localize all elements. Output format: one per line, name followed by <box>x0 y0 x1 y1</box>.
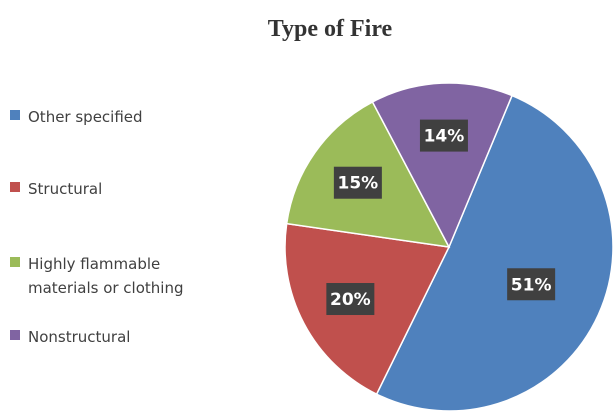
data-label-box <box>507 268 556 301</box>
legend-item: Structural <box>10 177 198 201</box>
pie-slice <box>375 94 613 412</box>
legend-swatch <box>10 257 20 267</box>
legend-label: Highly flammable materials or clothing <box>28 255 184 297</box>
legend-swatch <box>10 110 20 120</box>
legend-item: Highly flammable materials or clothing <box>10 252 198 300</box>
legend-label: Structural <box>28 180 103 198</box>
data-label: 14% <box>419 119 468 152</box>
legend-label: Other specified <box>28 108 143 126</box>
data-label-text: 51% <box>511 275 552 295</box>
data-label-box <box>326 283 375 316</box>
data-label: 15% <box>333 166 382 199</box>
data-label-box <box>419 119 468 152</box>
chart-title: Type of Fire <box>268 16 393 42</box>
data-label-text: 14% <box>424 127 465 147</box>
legend-label: Nonstructural <box>28 328 131 346</box>
data-label: 20% <box>326 283 375 316</box>
legend-swatch <box>10 182 20 192</box>
data-label-box <box>333 166 382 199</box>
data-label: 51% <box>507 268 556 301</box>
legend-swatch <box>10 330 20 340</box>
data-label-text: 20% <box>330 290 371 310</box>
pie-slice <box>371 82 514 249</box>
legend-item: Other specified <box>10 105 198 129</box>
legend-item: Nonstructural <box>10 325 198 349</box>
data-label-text: 15% <box>338 174 379 194</box>
